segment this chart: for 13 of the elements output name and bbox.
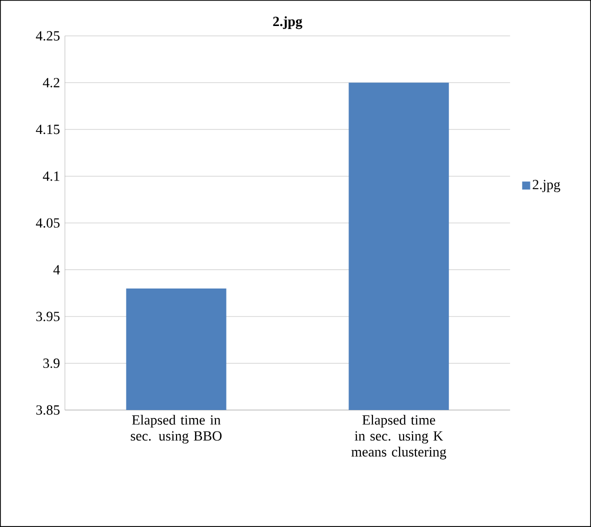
y-tick-label: 3.85: [36, 405, 60, 415]
x-tick-label: Elapsed time in sec. using K means clustering: [351, 414, 446, 460]
y-tick-label: 4.2: [42, 78, 60, 88]
y-tick-label: 4.05: [36, 218, 60, 228]
x-tick-label: Elapsed time in sec. using BBO: [130, 414, 222, 444]
legend-label: 2.jpg: [532, 180, 560, 192]
y-tick-label: 3.9: [43, 358, 60, 368]
y-tick-label: 4.15: [36, 124, 60, 134]
chart-title: 2.jpg: [273, 16, 302, 30]
y-tick-label: 3.95: [36, 312, 60, 322]
y-tick-label: 4.1: [42, 172, 60, 181]
y-tick-label: 4.25: [36, 31, 60, 41]
y-tick-label: 4: [53, 265, 60, 274]
